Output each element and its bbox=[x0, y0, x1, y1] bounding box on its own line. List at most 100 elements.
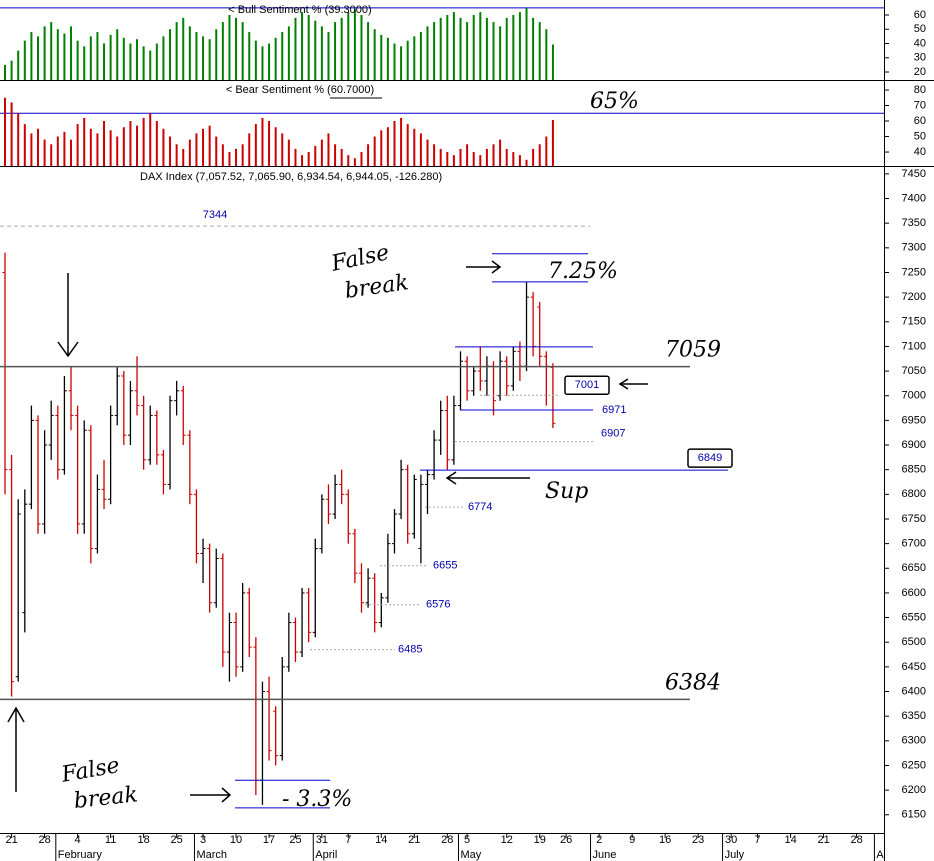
bar bbox=[314, 20, 317, 81]
arrow bbox=[7, 706, 25, 792]
bar bbox=[83, 117, 86, 166]
y-tick-label: 6450 bbox=[902, 661, 926, 673]
bar bbox=[23, 124, 26, 166]
bar bbox=[287, 26, 290, 80]
x-tick-label: 28 bbox=[850, 834, 862, 846]
bar bbox=[452, 12, 455, 80]
bar bbox=[340, 148, 343, 166]
bar bbox=[228, 152, 231, 166]
x-tick-label: 9 bbox=[629, 834, 635, 846]
x-tick-label: 2 bbox=[596, 834, 602, 846]
bar bbox=[301, 155, 304, 166]
bar bbox=[466, 144, 469, 166]
annotation: Sup bbox=[545, 479, 588, 504]
bar bbox=[182, 17, 185, 81]
bar bbox=[248, 32, 251, 80]
panel-title: < Bear Sentiment % (60.7000) bbox=[226, 84, 374, 96]
bar bbox=[334, 22, 337, 80]
y-tick-label: 7100 bbox=[902, 340, 926, 352]
bar bbox=[274, 37, 277, 80]
x-tick-label: 12 bbox=[501, 834, 513, 846]
bar bbox=[215, 136, 218, 166]
bar bbox=[373, 29, 376, 80]
y-tick-label: 7150 bbox=[902, 316, 926, 328]
x-tick-label: 10 bbox=[230, 834, 242, 846]
x-tick-label: 28 bbox=[441, 834, 453, 846]
bar bbox=[452, 155, 455, 166]
bar bbox=[56, 29, 59, 80]
arrow bbox=[618, 378, 648, 390]
y-tick-label: 40 bbox=[914, 37, 926, 49]
bar bbox=[439, 17, 442, 81]
x-tick-label: 16 bbox=[659, 834, 671, 846]
bar bbox=[10, 102, 13, 166]
bar bbox=[439, 148, 442, 166]
bar bbox=[380, 130, 383, 166]
annotation: 7.25% bbox=[548, 259, 618, 284]
bar bbox=[103, 43, 106, 80]
x-tick-label: 18 bbox=[138, 834, 150, 846]
x-tick-label: 21 bbox=[817, 834, 829, 846]
bar bbox=[479, 12, 482, 80]
bar bbox=[76, 40, 79, 80]
bar bbox=[241, 144, 244, 166]
bar bbox=[268, 121, 271, 166]
y-tick-label: 7200 bbox=[902, 291, 926, 303]
bar bbox=[50, 22, 53, 80]
month-label: May bbox=[461, 849, 482, 861]
key-level-label: 6384 bbox=[665, 670, 721, 695]
bar bbox=[228, 14, 231, 81]
bar bbox=[188, 139, 191, 166]
bar bbox=[353, 9, 356, 80]
bar bbox=[538, 144, 541, 166]
month-label: February bbox=[58, 849, 103, 861]
y-tick-label: 6850 bbox=[902, 464, 926, 476]
level-label: 6907 bbox=[601, 427, 625, 439]
bar bbox=[37, 36, 40, 80]
bar bbox=[70, 26, 73, 80]
bar bbox=[327, 133, 330, 166]
y-tick-label: 50 bbox=[914, 130, 926, 142]
bar bbox=[320, 26, 323, 80]
bar bbox=[406, 40, 409, 80]
bar bbox=[281, 32, 284, 80]
bar bbox=[89, 128, 92, 166]
bar bbox=[360, 152, 363, 166]
y-tick-label: 40 bbox=[914, 146, 926, 158]
x-tick-label: 11 bbox=[105, 834, 116, 846]
bar bbox=[367, 22, 370, 80]
y-tick-label: 70 bbox=[914, 99, 926, 111]
y-tick-label: 80 bbox=[914, 84, 926, 96]
bar bbox=[136, 39, 139, 80]
bar bbox=[43, 26, 46, 80]
x-tick-label: 19 bbox=[534, 834, 546, 846]
arrow bbox=[190, 787, 232, 803]
y-tick-label: 6550 bbox=[902, 611, 926, 623]
x-tick-label: 17 bbox=[263, 834, 275, 846]
bar bbox=[367, 144, 370, 166]
y-tick-label: 50 bbox=[914, 23, 926, 35]
bar bbox=[103, 121, 106, 166]
bar bbox=[50, 144, 53, 166]
bar bbox=[301, 12, 304, 80]
bar bbox=[419, 32, 422, 80]
y-tick-label: 6300 bbox=[902, 735, 926, 747]
bar bbox=[215, 29, 218, 80]
bar bbox=[446, 14, 449, 81]
bar bbox=[109, 130, 112, 166]
bar bbox=[268, 43, 271, 80]
bar bbox=[472, 152, 475, 166]
bar bbox=[116, 29, 119, 80]
bar bbox=[466, 22, 469, 80]
bar bbox=[281, 133, 284, 166]
bar bbox=[235, 17, 238, 81]
x-tick-label: 7 bbox=[755, 834, 761, 846]
bar bbox=[360, 14, 363, 81]
bar bbox=[545, 29, 548, 80]
x-tick-label: 4 bbox=[75, 834, 81, 846]
bar bbox=[353, 158, 356, 166]
y-tick-label: 7400 bbox=[902, 192, 926, 204]
bar bbox=[208, 125, 211, 166]
